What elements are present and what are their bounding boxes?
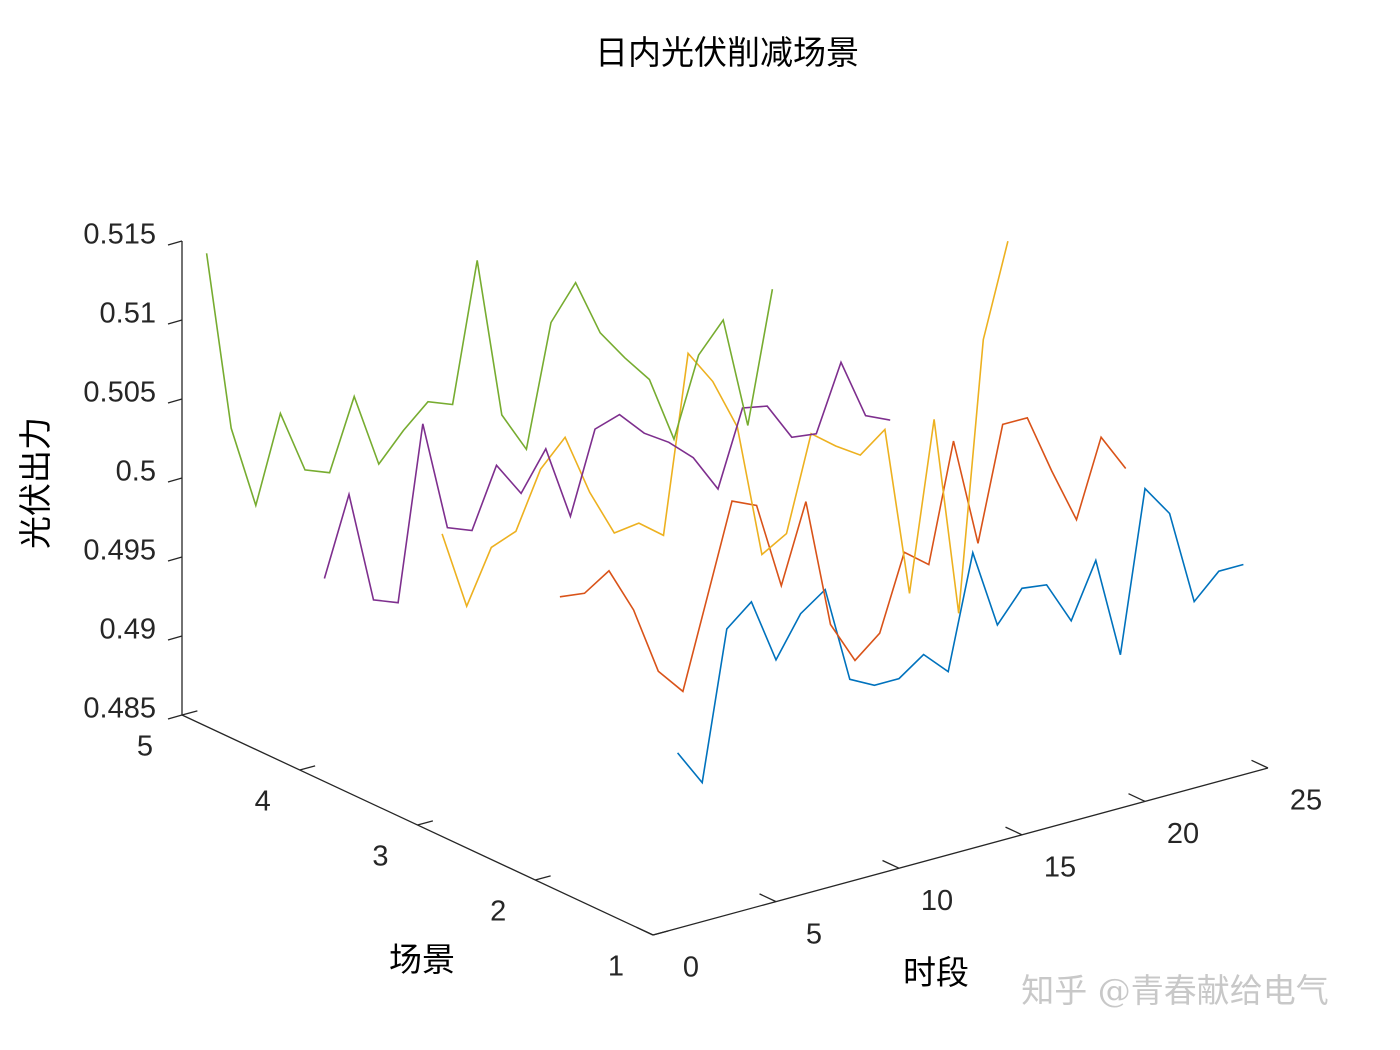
y-tick xyxy=(181,710,198,716)
z-tick xyxy=(167,240,183,246)
x-tick xyxy=(1005,826,1023,836)
y-tick xyxy=(535,875,551,881)
z-tick xyxy=(167,714,183,720)
x-axis-line xyxy=(652,767,1269,936)
z-tick-label: 0.505 xyxy=(83,377,156,409)
x-tick-label: 25 xyxy=(1290,785,1322,817)
x-tick xyxy=(636,926,654,936)
y-tick xyxy=(652,930,669,936)
z-tick-label: 0.49 xyxy=(100,614,156,646)
z-tick xyxy=(167,398,183,404)
chart-title: 日内光伏削减场景 xyxy=(595,33,859,72)
y-tick-label: 1 xyxy=(608,951,624,983)
y-tick xyxy=(299,765,316,771)
x-tick-label: 5 xyxy=(806,918,822,950)
series-line xyxy=(441,241,1009,614)
x-axis-label: 时段 xyxy=(903,953,969,992)
x-tick xyxy=(759,893,777,903)
watermark: 知乎 @青春献给电气 xyxy=(1021,971,1329,1010)
y-tick-label: 3 xyxy=(372,841,388,873)
y-tick-label: 2 xyxy=(490,896,506,928)
z-tick-label: 0.51 xyxy=(100,298,156,330)
z-tick-label: 0.5 xyxy=(116,456,156,488)
x-tick-label: 10 xyxy=(921,885,953,917)
y-tick xyxy=(417,820,434,826)
series-line xyxy=(323,360,891,604)
series-line xyxy=(205,253,774,509)
y-tick-label: 4 xyxy=(255,786,271,818)
z-tick xyxy=(167,556,183,562)
z-tick-label: 0.495 xyxy=(83,535,156,567)
y-tick-label: 5 xyxy=(137,731,153,763)
z-tick xyxy=(167,319,183,325)
z-tick-label: 0.485 xyxy=(83,693,156,725)
x-tick xyxy=(1251,759,1269,769)
z-tick xyxy=(167,635,183,641)
series-line xyxy=(676,486,1244,785)
x-tick-label: 20 xyxy=(1167,818,1199,850)
x-tick-label: 0 xyxy=(683,952,699,984)
x-tick xyxy=(882,859,900,869)
z-axis-label: 光伏出力 xyxy=(16,417,55,549)
z-tick-label: 0.515 xyxy=(83,219,156,251)
x-tick-label: 15 xyxy=(1044,851,1076,883)
x-tick xyxy=(1128,793,1146,802)
z-tick xyxy=(167,477,183,483)
y-axis-label: 场景 xyxy=(389,940,455,979)
series-line xyxy=(559,416,1127,693)
